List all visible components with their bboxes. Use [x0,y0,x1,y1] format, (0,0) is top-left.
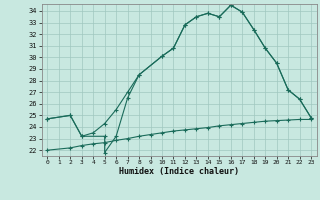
X-axis label: Humidex (Indice chaleur): Humidex (Indice chaleur) [119,167,239,176]
